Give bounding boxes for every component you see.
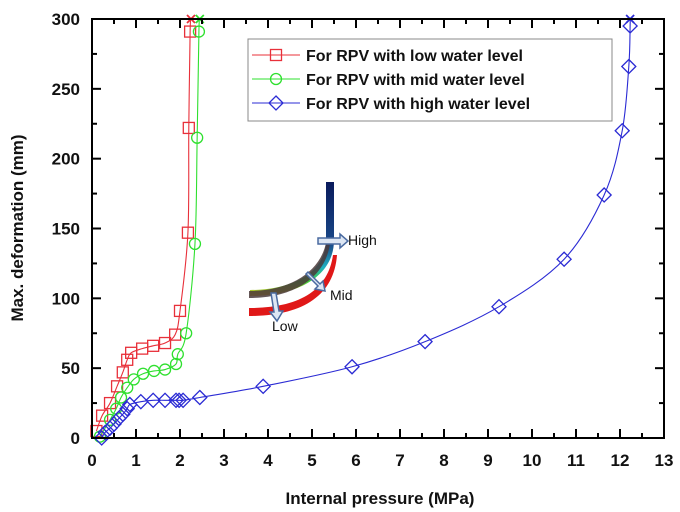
- series-layer: [90, 14, 639, 446]
- data-point: [147, 339, 160, 352]
- legend-label: For RPV with low water level: [306, 48, 523, 65]
- data-point: [182, 121, 195, 135]
- series-line: [99, 18, 201, 437]
- x-tick-label: 3: [219, 451, 228, 470]
- legend-box: [247, 38, 613, 122]
- x-tick-label: 1: [131, 451, 140, 470]
- data-point: [110, 380, 124, 393]
- inset-arrow-mid: [304, 270, 326, 292]
- y-tick-label: 100: [52, 289, 80, 308]
- data-point: [97, 424, 114, 441]
- y-tick-label: 200: [52, 150, 80, 169]
- data-point: [158, 363, 172, 376]
- y-tick-label: 50: [61, 359, 80, 378]
- data-point: [145, 392, 162, 409]
- data-point: [110, 410, 127, 427]
- series-mid: [93, 14, 206, 443]
- legend: For RPV with low water level For RPV with…: [247, 38, 613, 122]
- data-point: [119, 400, 136, 417]
- data-point: [191, 131, 204, 144]
- data-point: [171, 348, 184, 361]
- x-tick-label: 2: [175, 451, 184, 470]
- data-point: [556, 251, 573, 268]
- y-axis-title: Max. deformation (mm): [8, 134, 27, 321]
- data-point: [102, 420, 118, 437]
- y-tick-label: 0: [71, 429, 80, 448]
- data-point: [255, 378, 272, 395]
- data-point: [116, 366, 129, 379]
- data-point: [173, 304, 187, 318]
- data-point: [183, 25, 197, 38]
- data-point: [93, 430, 110, 446]
- x-tick-label: 4: [263, 451, 273, 470]
- legend-marker: [269, 48, 283, 62]
- x-tick-label: 12: [611, 451, 630, 470]
- data-point: [175, 392, 191, 409]
- x-tick-label: 9: [483, 451, 492, 470]
- legend-item-low: For RPV with low water level: [252, 48, 523, 65]
- x-tick-label: 6: [351, 451, 360, 470]
- data-point: [596, 187, 613, 203]
- series-line: [95, 18, 192, 432]
- data-point: [103, 413, 117, 426]
- data-point: [157, 392, 173, 409]
- data-point: [181, 226, 195, 239]
- x-tick-label: 11: [567, 451, 585, 470]
- inset-mid-band: [249, 243, 330, 298]
- data-point: [121, 353, 134, 366]
- inset-label-low: Low: [272, 318, 299, 334]
- x-tick-label: 0: [87, 451, 96, 470]
- data-point: [171, 392, 188, 409]
- inset-arrow-high: [317, 232, 350, 250]
- data-point: [620, 58, 637, 75]
- x-axis-title: Internal pressure (MPa): [286, 489, 475, 508]
- y-tick-label: 250: [52, 80, 80, 99]
- data-point: [132, 393, 149, 410]
- data-point: [114, 391, 128, 404]
- x-tick-label: 7: [395, 451, 404, 470]
- data-point: [622, 18, 639, 34]
- inset-deformation-figure: High Mid Low: [249, 182, 377, 334]
- data-point: [188, 237, 202, 251]
- data-point: [136, 367, 150, 380]
- y-tick-label: 150: [52, 220, 80, 239]
- data-point: [121, 381, 134, 394]
- data-point: [169, 357, 183, 371]
- legend-item-high: For RPV with high water level: [252, 95, 530, 113]
- data-point: [191, 389, 208, 406]
- data-point: [344, 358, 360, 375]
- data-point: [114, 406, 131, 423]
- data-point: [491, 298, 507, 315]
- y-tick-label: 300: [52, 10, 80, 29]
- inset-arrow-low: [268, 292, 285, 323]
- data-point: [168, 392, 184, 409]
- data-point: [180, 327, 193, 340]
- legend-marker: [269, 72, 283, 86]
- x-tick-label: 8: [439, 451, 448, 470]
- data-point: [417, 333, 433, 350]
- inset-label-high: High: [348, 232, 377, 248]
- legend-marker: [268, 95, 284, 111]
- data-point: [127, 373, 140, 386]
- x-tick-label: 10: [523, 451, 542, 470]
- x-tick-label: 5: [307, 451, 316, 470]
- data-point: [158, 336, 172, 350]
- data-point: [95, 409, 109, 422]
- legend-label: For RPV with high water level: [306, 96, 530, 113]
- data-point: [106, 416, 122, 432]
- series-high: [93, 14, 639, 446]
- series-low: [90, 14, 197, 438]
- data-point: [614, 122, 631, 139]
- legend-label: For RPV with mid water level: [306, 72, 525, 89]
- x-tick-label: 13: [655, 451, 674, 470]
- inset-label-mid: Mid: [330, 287, 353, 303]
- data-point: [192, 25, 206, 38]
- legend-item-mid: For RPV with mid water level: [252, 72, 525, 89]
